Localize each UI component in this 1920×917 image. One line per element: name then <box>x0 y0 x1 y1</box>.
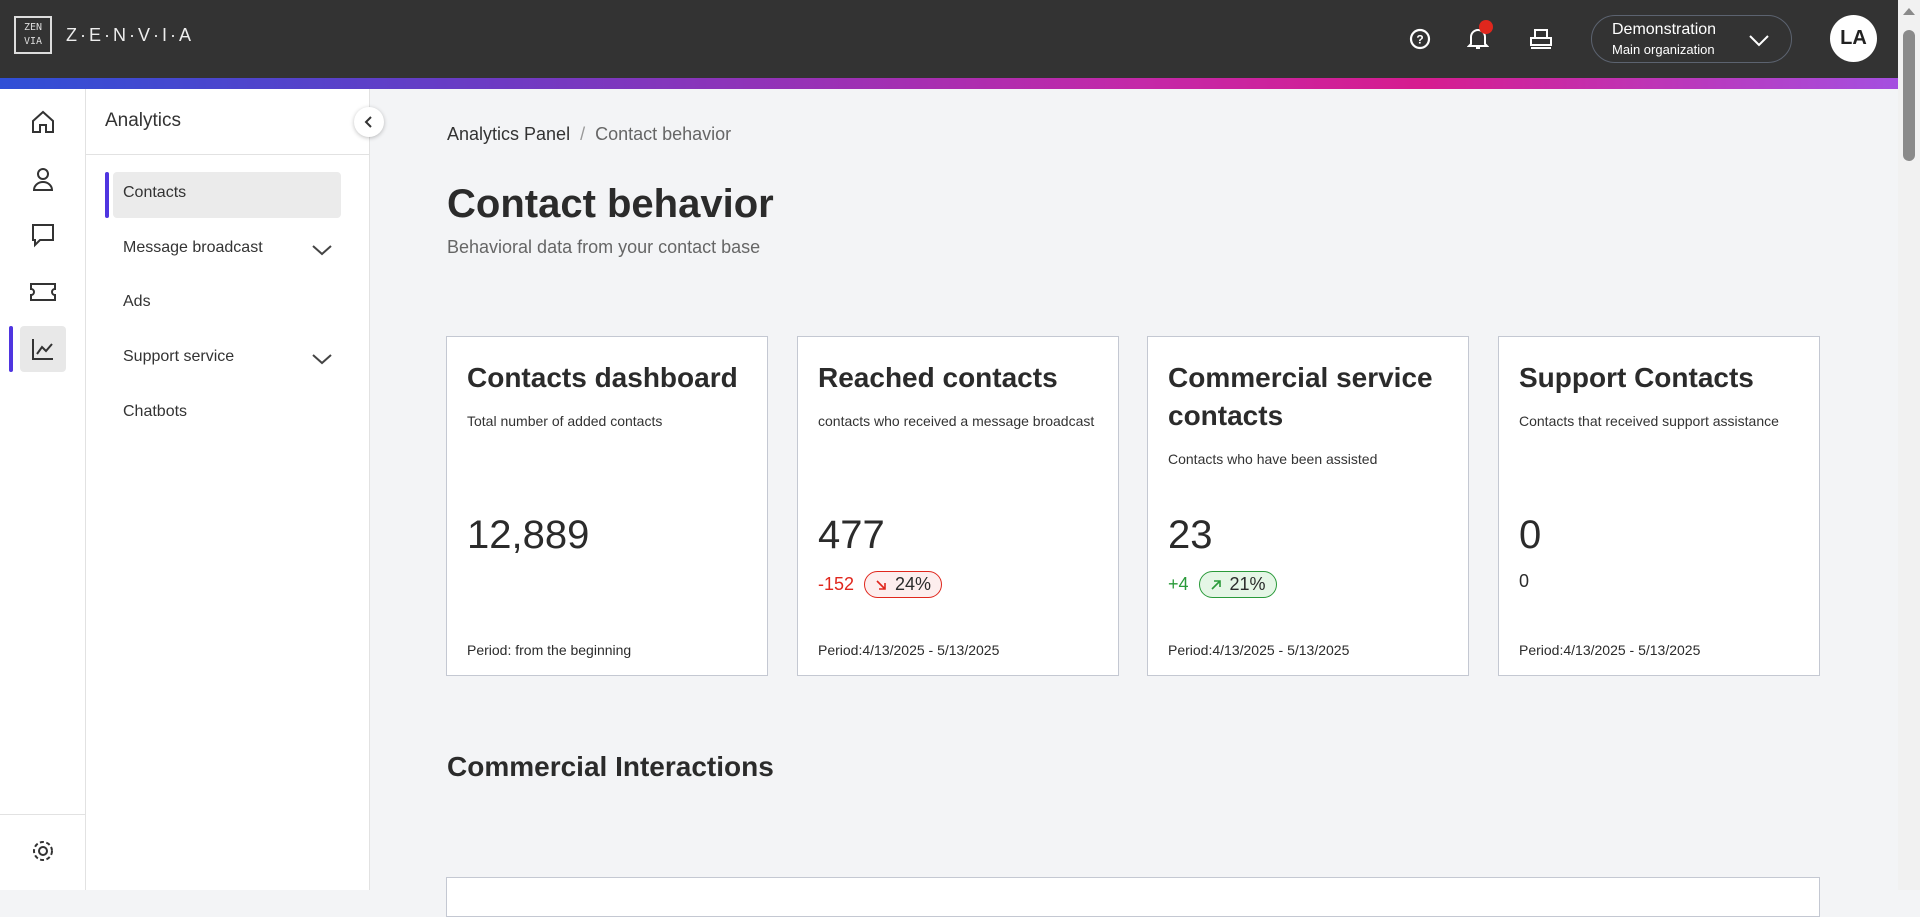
sidebar-item-support-service[interactable]: Support service <box>113 336 341 382</box>
sidebar-item-label: Support service <box>123 348 235 365</box>
arrow-up-right-icon <box>1210 579 1221 590</box>
card-title: Commercial service contacts <box>1168 362 1433 431</box>
delta-value: 0 <box>1519 571 1530 591</box>
breadcrumb-current: Contact behavior <box>595 124 732 144</box>
logo-mark: ZEN VIA <box>14 16 52 54</box>
arrow-down-right-icon <box>876 579 886 590</box>
card-delta: +4 21% <box>1168 571 1277 598</box>
brand-gradient-bar <box>0 78 1898 89</box>
page-subtitle: Behavioral data from your contact base <box>447 237 761 257</box>
chevron-left-icon <box>364 116 372 128</box>
sidebar-item-label: Contacts <box>123 184 187 201</box>
gear-icon[interactable] <box>20 828 66 874</box>
reached-contacts-card: Reached contacts contacts who received a… <box>797 336 1119 676</box>
trend-percent: 21% <box>1229 574 1266 594</box>
printer-icon[interactable] <box>1524 22 1558 56</box>
ticket-icon[interactable] <box>20 269 66 315</box>
section-title: Commercial Interactions <box>447 751 774 782</box>
card-title: Reached contacts <box>818 362 1058 393</box>
card-delta: -152 24% <box>818 571 943 598</box>
breadcrumb-root-link[interactable]: Analytics Panel <box>447 124 571 144</box>
card-description: Contacts that received support assistanc… <box>1519 413 1779 429</box>
chevron-down-icon <box>312 245 332 256</box>
commercial-service-contacts-card: Commercial service contacts Contacts who… <box>1147 336 1469 676</box>
delta-value: +4 <box>1168 574 1189 594</box>
card-description: contacts who received a message broadcas… <box>818 413 1095 429</box>
sidebar-item-label: Message broadcast <box>123 239 263 256</box>
commercial-interactions-panel <box>446 877 1820 917</box>
scroll-up-arrow-icon[interactable] <box>1903 8 1915 15</box>
contacts-icon[interactable] <box>20 156 66 202</box>
card-period: Period: from the beginning <box>467 642 632 658</box>
card-value: 12,889 <box>467 513 590 557</box>
breadcrumb: Analytics Panel / Contact behavior <box>447 124 731 145</box>
notification-badge <box>1479 20 1493 34</box>
chat-icon[interactable] <box>20 212 66 258</box>
card-title: Support Contacts <box>1519 362 1754 393</box>
main-content: Analytics Panel / Contact behavior Contact… <box>370 89 1898 917</box>
home-icon[interactable] <box>20 99 66 145</box>
logo-text: Z·E·N·V·I·A <box>66 24 194 45</box>
org-subtitle: Main organization <box>1612 42 1715 57</box>
rail-divider <box>0 814 86 815</box>
delta-value: -152 <box>818 574 855 594</box>
sidebar-item-label: Chatbots <box>123 403 188 420</box>
sidebar-item-message-broadcast[interactable]: Message broadcast <box>113 227 341 273</box>
chevron-down-icon <box>1749 35 1769 47</box>
breadcrumb-separator: / <box>580 124 586 144</box>
trend-badge: 21% <box>1198 571 1277 598</box>
icon-rail <box>0 89 86 890</box>
page-title: Contact behavior <box>447 182 774 226</box>
help-icon[interactable]: ? <box>1403 22 1437 56</box>
organization-selector[interactable]: Demonstration Main organization <box>1591 15 1792 63</box>
sidebar-item-ads[interactable]: Ads <box>113 281 341 327</box>
card-period: Period:4/13/2025 - 5/13/2025 <box>1519 642 1701 658</box>
card-value: 477 <box>818 513 885 557</box>
sidebar-title: Analytics <box>86 89 369 155</box>
contacts-dashboard-card: Contacts dashboard Total number of added… <box>446 336 768 676</box>
card-period: Period:4/13/2025 - 5/13/2025 <box>1168 642 1350 658</box>
user-avatar[interactable]: LA <box>1830 15 1877 62</box>
scrollbar-thumb[interactable] <box>1903 30 1915 161</box>
org-name: Demonstration <box>1612 21 1717 38</box>
trend-percent: 24% <box>895 574 932 594</box>
card-title: Contacts dashboard <box>467 362 738 393</box>
notifications-bell-icon[interactable] <box>1461 20 1495 56</box>
card-value: 0 <box>1519 513 1542 557</box>
support-contacts-card: Support Contacts Contacts that received … <box>1498 336 1820 676</box>
page-scrollbar[interactable] <box>1898 0 1920 890</box>
card-period: Period:4/13/2025 - 5/13/2025 <box>818 642 1000 658</box>
collapse-sidebar-button[interactable] <box>354 107 384 137</box>
sidebar-item-contacts[interactable]: Contacts <box>105 172 341 218</box>
card-value: 23 <box>1168 513 1213 557</box>
top-bar: ZEN VIA Z·E·N·V·I·A ? Demonstration Main … <box>0 0 1898 78</box>
analytics-icon[interactable] <box>9 326 66 372</box>
analytics-sidebar: Analytics Contacts Message broadcast Ads… <box>86 89 370 890</box>
svg-text:?: ? <box>1416 33 1423 47</box>
zenvia-logo[interactable]: ZEN VIA Z·E·N·V·I·A <box>14 16 194 54</box>
chevron-down-icon <box>312 354 332 365</box>
sidebar-item-label: Ads <box>123 293 151 310</box>
card-description: Contacts who have been assisted <box>1168 451 1378 467</box>
trend-badge: 24% <box>864 571 943 598</box>
sidebar-item-chatbots[interactable]: Chatbots <box>113 391 341 437</box>
card-delta: 0 <box>1519 571 1529 592</box>
card-description: Total number of added contacts <box>467 413 663 429</box>
